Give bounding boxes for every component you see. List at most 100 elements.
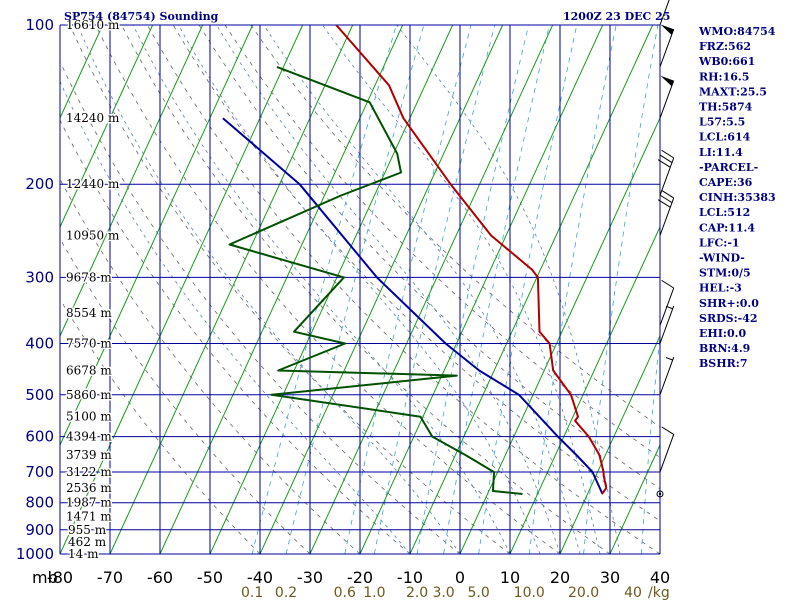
wind-barb xyxy=(656,490,664,498)
dry-adiabat xyxy=(172,25,660,522)
barb-flag xyxy=(661,149,674,159)
wind-barb xyxy=(657,189,675,236)
barb-flag xyxy=(659,194,673,204)
index-item: -PARCEL- xyxy=(699,161,758,174)
mixing-ratio-label: 20.0 xyxy=(568,585,599,600)
pressure-tick-label: 300 xyxy=(25,268,54,286)
calm-circle xyxy=(656,490,664,498)
wind-barb xyxy=(659,75,675,119)
isotherm xyxy=(609,443,660,554)
pressure-axis-label: mb xyxy=(32,568,58,587)
moist-adiabat xyxy=(77,25,461,554)
index-item: MAXT:25.5 xyxy=(699,85,767,98)
isotherm xyxy=(159,25,404,554)
mixing-ratio-label: 0.6 xyxy=(334,585,356,600)
barb-half-flag xyxy=(665,305,673,310)
height-label: 10950 m xyxy=(66,229,120,243)
temperature-tick-label: 20 xyxy=(550,568,570,587)
dry-adiabat xyxy=(198,25,660,490)
temperature-tick-label: -70 xyxy=(97,568,123,587)
temperature-tick-label: -50 xyxy=(197,568,223,587)
barb-pennant xyxy=(660,75,674,87)
isotherm xyxy=(60,25,254,447)
grid xyxy=(59,24,661,555)
dry-adiabat xyxy=(147,25,660,554)
wind-barb xyxy=(659,24,675,68)
moist-adiabats xyxy=(60,25,621,554)
temperature-tick-label: -40 xyxy=(247,568,273,587)
isotherm xyxy=(259,25,504,554)
moist-adiabat xyxy=(178,25,541,554)
barb-shaft xyxy=(659,0,670,26)
isotherm xyxy=(559,334,660,554)
mixing-ratio-label: 40 xyxy=(624,585,642,600)
dry-adiabat xyxy=(95,25,561,554)
pressure-tick-label: 1000 xyxy=(16,545,54,563)
temperature-tick-label: 30 xyxy=(600,568,620,587)
index-item: SHR+:0.0 xyxy=(699,297,759,310)
index-item: LFC:-1 xyxy=(699,236,740,249)
height-label: 3122 m xyxy=(66,465,112,479)
temperature-tick-label: -60 xyxy=(147,568,173,587)
height-label: 462 m xyxy=(68,535,107,549)
wind-barb xyxy=(657,149,675,196)
barb-flag xyxy=(661,426,674,435)
index-item: -WIND- xyxy=(699,252,745,265)
isotherm xyxy=(509,225,660,554)
barb-flag xyxy=(661,279,674,289)
mixing-ratio-label: 10.0 xyxy=(514,585,545,600)
barb-shaft xyxy=(659,305,675,344)
isotherm xyxy=(60,25,104,120)
height-label: 14240 m xyxy=(66,111,120,125)
index-item: FRZ:562 xyxy=(699,40,751,53)
mixing-ratio-unit: /kg xyxy=(648,585,670,600)
wind-barb xyxy=(659,279,675,326)
mixing-ratio-lines xyxy=(251,25,660,554)
index-item: BSHR:7 xyxy=(699,357,748,370)
height-label: 7570 m xyxy=(66,336,112,350)
barb-flag xyxy=(659,154,673,163)
mixing-ratio-label: 3.0 xyxy=(432,585,454,600)
index-item: EHI:0.0 xyxy=(699,327,746,340)
temperature-tick-label: 40 xyxy=(650,568,670,587)
height-label: 4394 m xyxy=(66,430,112,444)
pressure-tick-label: 800 xyxy=(25,494,54,512)
moist-adiabat xyxy=(396,25,621,554)
index-item: WMO:84754 xyxy=(698,25,776,38)
temperature-line xyxy=(335,25,608,495)
pressure-tick-label: 700 xyxy=(25,463,54,481)
isotherm xyxy=(359,25,604,554)
profile-lines xyxy=(222,25,608,495)
barb-flag xyxy=(661,189,674,199)
pressure-tick-label: 200 xyxy=(25,175,54,193)
mixing-ratio-label: 2.0 xyxy=(406,585,428,600)
mixing-ratio-line xyxy=(478,25,578,554)
temperature-tick-label: 10 xyxy=(500,568,520,587)
index-item: WB0:661 xyxy=(698,55,755,68)
height-label: 16610 m xyxy=(66,18,120,32)
barb-flag xyxy=(657,199,671,208)
mixing-ratio-label: 5.0 xyxy=(467,585,489,600)
dry-adiabat xyxy=(60,178,361,554)
temperature-tick-label: -30 xyxy=(297,568,323,587)
moist-adiabat xyxy=(263,25,581,554)
isotherm xyxy=(0,25,3,554)
mixing-ratio-label: 1.0 xyxy=(363,585,385,600)
temperature-tick-label: -10 xyxy=(397,568,423,587)
index-item: BRN:4.9 xyxy=(699,342,750,355)
isotherm xyxy=(459,116,660,554)
barb-pennant xyxy=(660,24,674,35)
height-label: 14 m xyxy=(68,547,99,561)
height-label: 3739 m xyxy=(66,448,112,462)
mixing-ratio-line xyxy=(344,25,472,554)
indices-panel: WMO:84754 FRZ:562 WB0:661 RH:16.5 MAXT:25.5 T… xyxy=(698,25,776,370)
index-item: LI:11.4 xyxy=(699,146,743,159)
mixing-ratio-line xyxy=(374,25,496,554)
isotherm xyxy=(60,25,154,229)
isotherms xyxy=(0,25,660,554)
dry-adiabat xyxy=(250,25,660,428)
barb-shaft xyxy=(659,357,675,395)
barb-half-flag xyxy=(665,357,673,361)
height-label: 8554 m xyxy=(66,306,112,320)
